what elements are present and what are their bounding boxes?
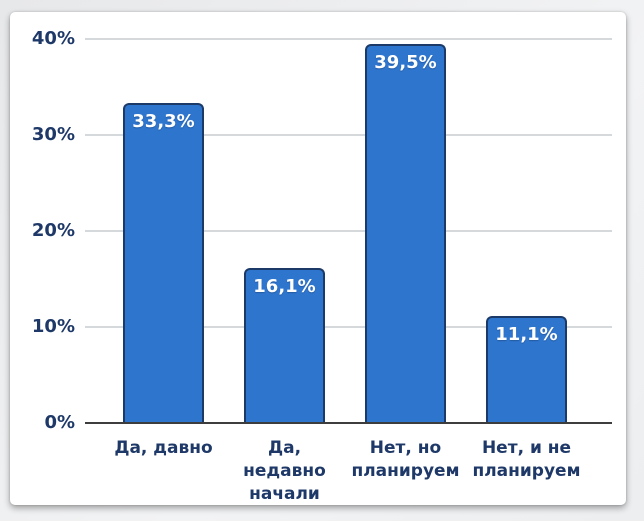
bar-value-label: 39,5% <box>374 51 437 73</box>
y-tick-label: 10% <box>31 316 75 337</box>
bar-value-label: 16,1% <box>253 276 316 298</box>
gridline-40 <box>85 38 612 40</box>
category-label: Нет, но планируем <box>351 438 460 481</box>
gridline-10 <box>85 326 612 328</box>
bar: 11,1% <box>486 316 567 423</box>
y-tick-label: 40% <box>31 28 75 49</box>
gridline-20 <box>85 230 612 232</box>
y-tick-label: 0% <box>44 412 75 433</box>
chart-card: 0% 10% 20% 30% 40% 33,3% 16,1% 39,5% 11,1% Да, … <box>10 12 626 505</box>
bar: 39,5% <box>365 43 446 423</box>
x-axis-line <box>85 422 612 424</box>
bar: 16,1% <box>244 268 325 423</box>
category-label: Нет, и не планируем <box>472 438 581 481</box>
bar: 33,3% <box>123 103 204 423</box>
category-label: Да, давно <box>114 438 213 458</box>
bar-chart: 0% 10% 20% 30% 40% 33,3% 16,1% 39,5% 11,1% Да, … <box>10 12 626 505</box>
bar-value-label: 33,3% <box>132 111 195 133</box>
y-tick-label: 20% <box>31 220 75 241</box>
y-tick-label: 30% <box>31 124 75 145</box>
gridline-30 <box>85 134 612 136</box>
bar-value-label: 11,1% <box>495 324 558 346</box>
category-label: Да, недавно начали <box>243 438 326 504</box>
